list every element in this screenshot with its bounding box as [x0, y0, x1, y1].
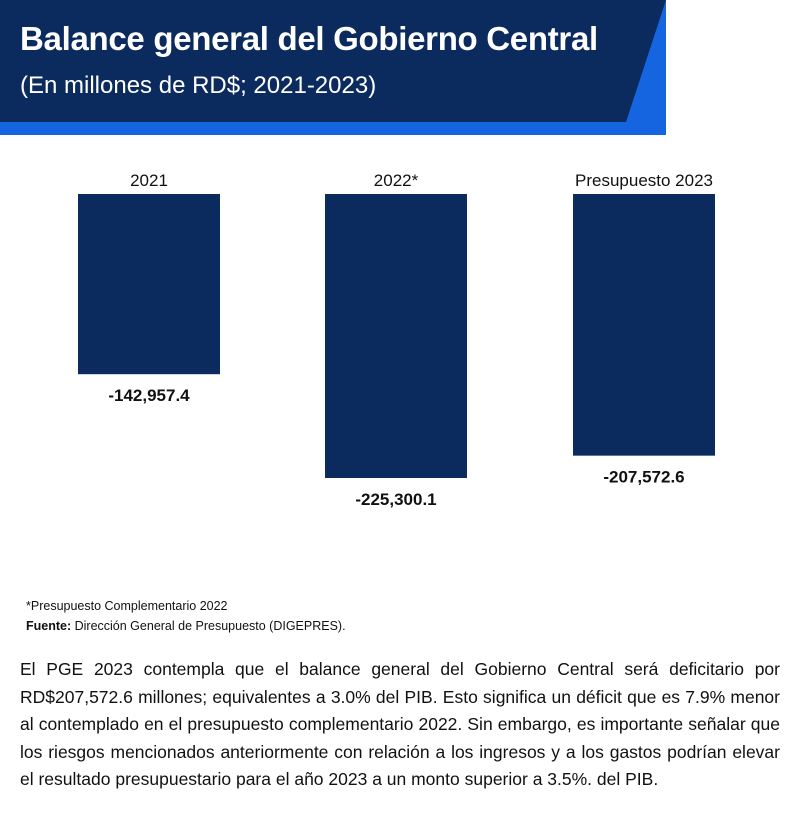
category-label: 2022*: [374, 171, 419, 190]
data-label: -225,300.1: [355, 490, 436, 509]
source-text: Dirección General de Presupuesto (DIGEPR…: [71, 619, 345, 633]
chart-subtitle: (En millones de RD$; 2021-2023): [20, 72, 376, 100]
source-note: Fuente: Dirección General de Presupuesto…: [26, 619, 346, 633]
data-label: -142,957.4: [108, 386, 190, 405]
category-label: 2021: [130, 171, 168, 190]
category-label: Presupuesto 2023: [575, 171, 713, 190]
bar: [573, 194, 715, 456]
footnote: *Presupuesto Complementario 2022: [26, 599, 228, 613]
chart-title: Balance general del Gobierno Central: [20, 20, 598, 58]
bar: [78, 194, 220, 374]
header-banner: Balance general del Gobierno Central (En…: [0, 0, 800, 140]
bar-chart: 2021 -142,957.4 2022* -225,300.1 Presupuesto…: [0, 150, 800, 520]
banner-background: [0, 0, 666, 122]
data-label: -207,572.6: [603, 468, 684, 487]
body-paragraph: El PGE 2023 contempla que el balance gen…: [20, 656, 780, 794]
source-label: Fuente:: [26, 619, 71, 633]
bar: [325, 194, 467, 478]
